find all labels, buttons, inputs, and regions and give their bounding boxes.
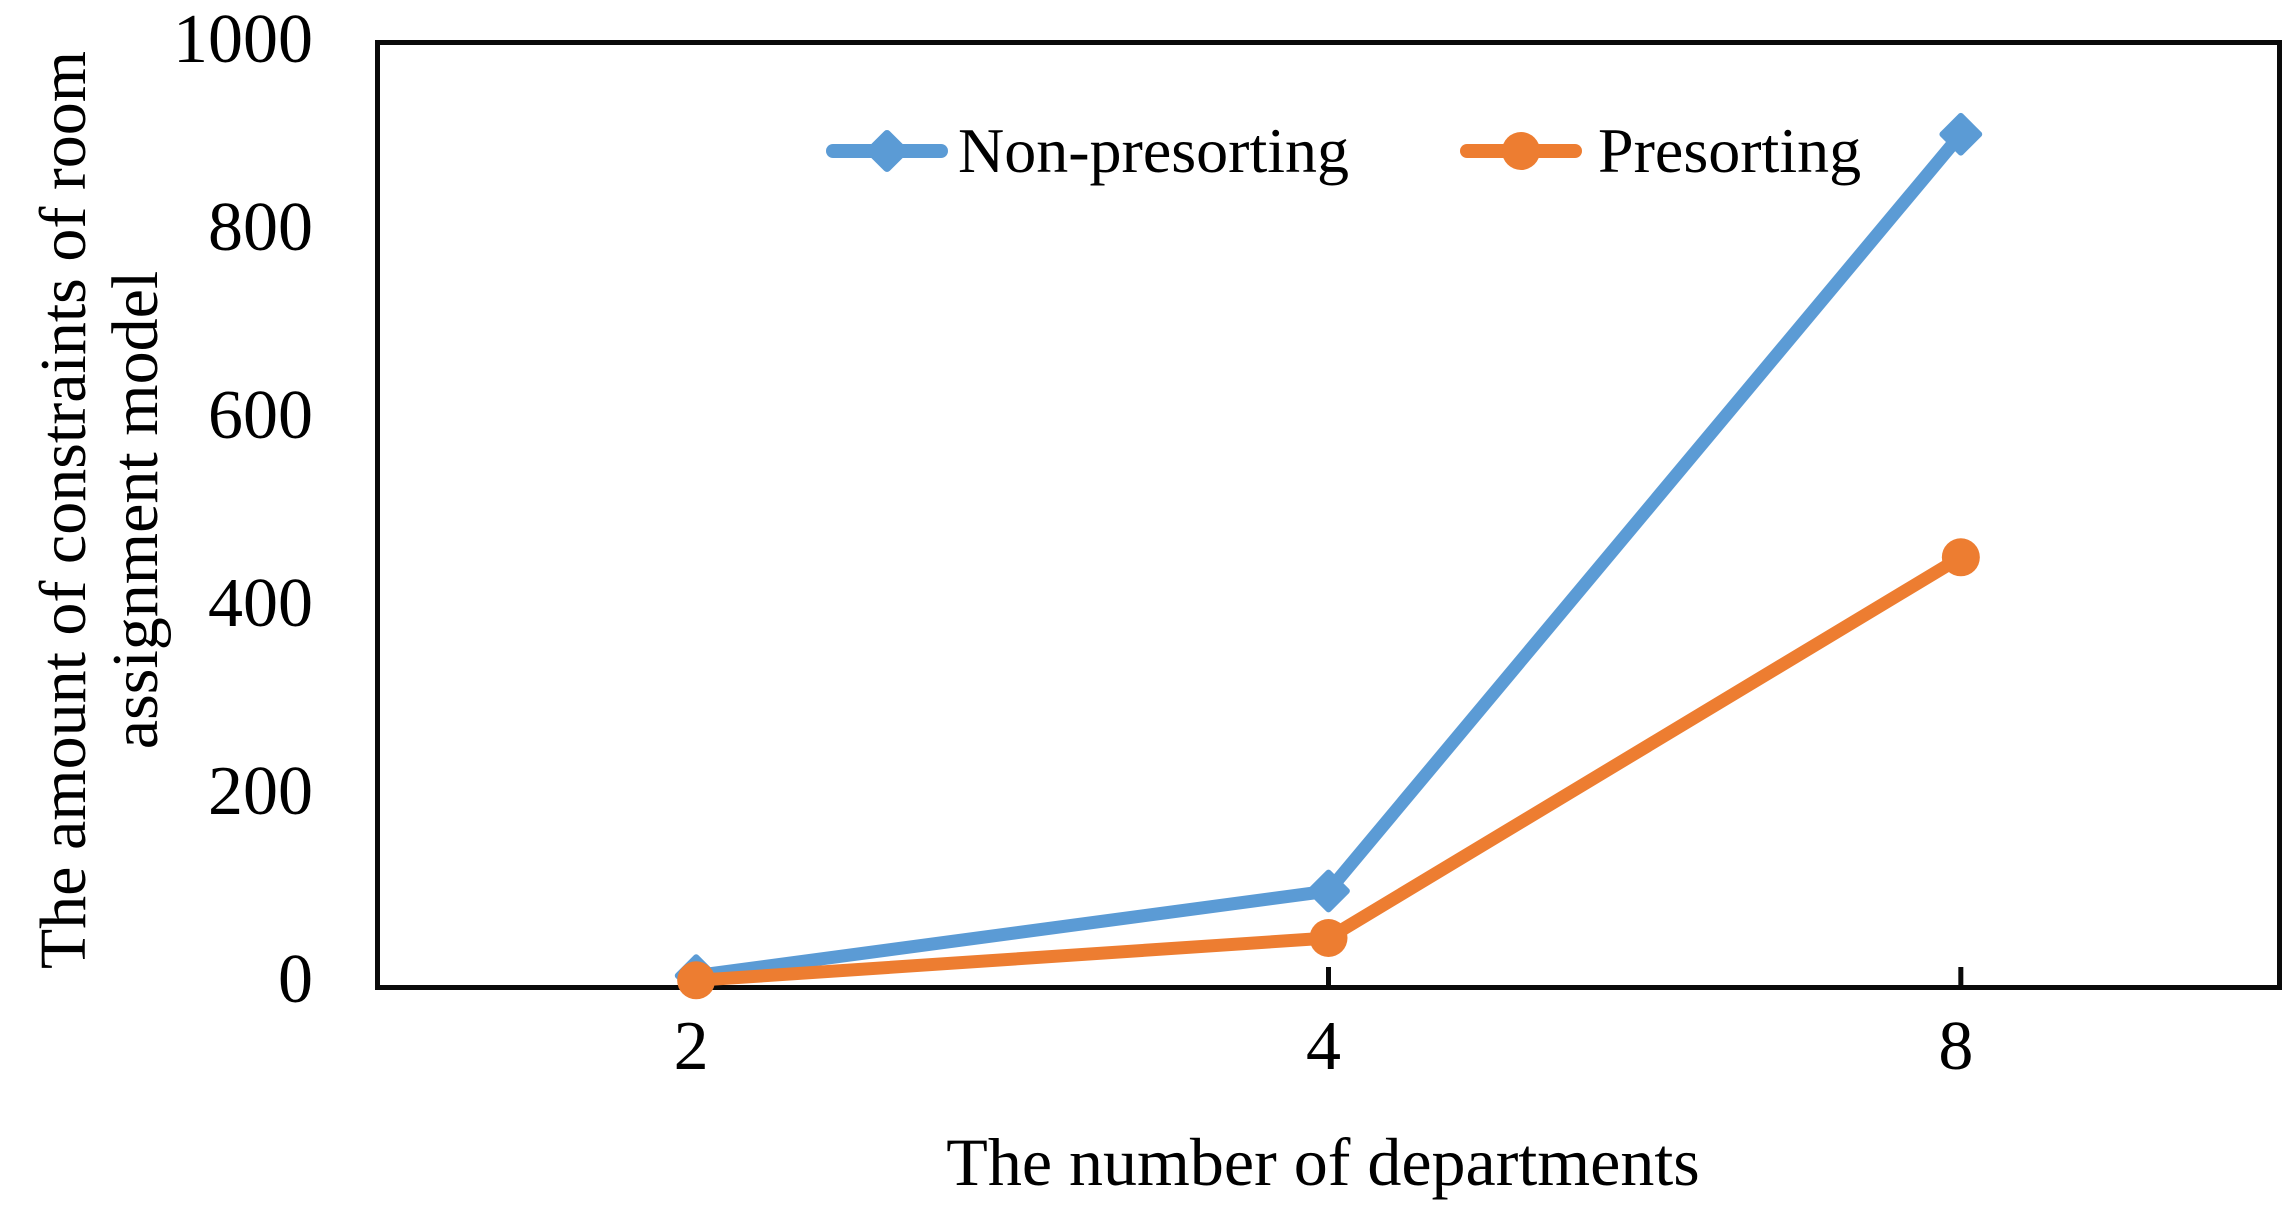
x-tick-label: 8: [1938, 1008, 1974, 1085]
y-axis-title-line2: assignment model: [99, 270, 172, 750]
legend-circle-marker-icon: [1502, 132, 1540, 170]
y-tick-label: 800: [208, 189, 313, 266]
x-axis-title: The number of departments: [946, 1124, 1700, 1200]
y-tick-label: 200: [208, 753, 313, 830]
legend-label-non-presorting: Non-presorting: [958, 115, 1350, 186]
y-tick-label: 600: [208, 377, 313, 454]
series-plot: [674, 112, 1983, 1000]
y-tick-label: 0: [278, 941, 313, 1018]
plot-area: Non-presorting Presorting: [375, 40, 2282, 1000]
data-point-circle-icon: [1309, 919, 1348, 957]
data-point-diamond-icon: [1307, 869, 1350, 913]
y-axis-title-line1: The amount of constraints of room: [27, 50, 100, 970]
data-point-circle-icon: [677, 961, 716, 1000]
y-tick-label: 400: [208, 565, 313, 642]
data-point-diamond-icon: [1939, 112, 1983, 156]
legend-label-presorting: Presorting: [1598, 115, 1862, 186]
x-tick-label: 2: [673, 1008, 709, 1085]
y-axis-title: The amount of constraints of room assign…: [27, 0, 172, 1070]
series-line-presorting: [689, 550, 1968, 987]
x-tick-label: 4: [1306, 1008, 1341, 1085]
y-tick-label: 1000: [173, 1, 313, 78]
series-line-non-presorting: [689, 127, 1968, 983]
data-point-circle-icon: [1941, 538, 1980, 577]
